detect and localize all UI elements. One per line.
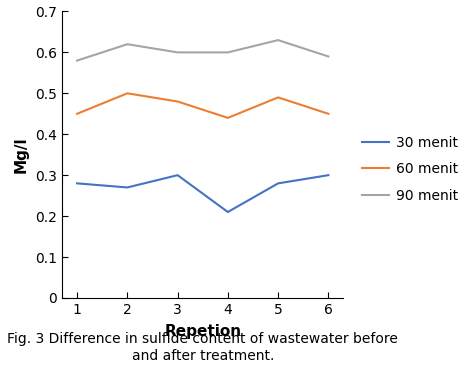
30 menit <box>174 173 180 178</box>
90 menit <box>74 58 80 63</box>
Y-axis label: Mg/l: Mg/l <box>13 136 28 173</box>
30 menit <box>74 181 80 186</box>
Legend: 30 menit, 60 menit, 90 menit: 30 menit, 60 menit, 90 menit <box>355 130 463 208</box>
Line: 30 menit: 30 menit <box>77 175 327 212</box>
60 menit <box>124 91 130 96</box>
Text: Fig. 3 Difference in sulfide content of wastewater before
and after treatment.: Fig. 3 Difference in sulfide content of … <box>7 332 397 363</box>
Text: Fig. 3 Difference in sulfide content of wastewater before
and after treatment.: Fig. 3 Difference in sulfide content of … <box>0 381 1 382</box>
60 menit <box>74 112 80 116</box>
90 menit <box>225 50 230 55</box>
90 menit <box>174 50 180 55</box>
30 menit <box>124 185 130 190</box>
Line: 60 menit: 60 menit <box>77 93 327 118</box>
30 menit <box>275 181 280 186</box>
Line: 90 menit: 90 menit <box>77 40 327 61</box>
X-axis label: Repetion: Repetion <box>164 324 241 339</box>
90 menit <box>325 54 330 59</box>
90 menit <box>124 42 130 47</box>
60 menit <box>275 95 280 100</box>
90 menit <box>275 38 280 42</box>
30 menit <box>225 210 230 214</box>
30 menit <box>325 173 330 178</box>
60 menit <box>174 99 180 104</box>
60 menit <box>225 116 230 120</box>
60 menit <box>325 112 330 116</box>
